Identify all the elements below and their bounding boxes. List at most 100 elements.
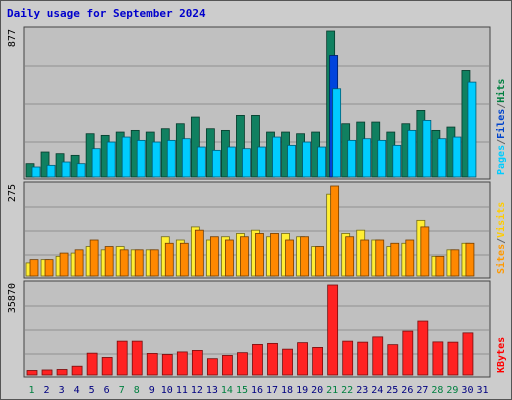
x-tick-label: 28	[431, 385, 443, 396]
y-max-label-bottom: 35870	[7, 283, 18, 313]
bar-kbytes	[402, 330, 414, 376]
bar-kbytes	[327, 284, 339, 376]
legend-separator: /	[496, 139, 507, 145]
x-tick-label: 18	[281, 385, 293, 396]
bar-pages	[452, 136, 462, 178]
bar-pages	[227, 146, 236, 178]
bar-kbytes	[432, 341, 444, 376]
panel-bottom: 35870 KBytes	[7, 280, 507, 378]
bar-kbytes	[146, 353, 158, 376]
bar-sites	[119, 249, 129, 277]
x-tick-label: 19	[296, 385, 308, 396]
bar-sites	[225, 239, 234, 277]
bar-pages	[151, 141, 161, 178]
y-max-label-top: 877	[7, 29, 18, 47]
bar-kbytes	[71, 365, 83, 376]
bar-kbytes	[101, 357, 113, 376]
bar-sites	[209, 236, 219, 277]
bar-sites	[255, 233, 264, 277]
bar-kbytes	[252, 343, 263, 376]
x-tick-label: 26	[401, 385, 413, 396]
bar-kbytes	[417, 320, 429, 376]
x-tick-label: 31	[476, 385, 488, 396]
bar-sites	[360, 239, 370, 277]
bar-sites	[285, 239, 294, 277]
bar-pages	[287, 144, 296, 178]
x-tick-label: 29	[446, 385, 458, 396]
legend-separator: /	[496, 238, 507, 244]
x-tick-label: 12	[191, 385, 203, 396]
bar-hits	[40, 151, 50, 178]
bar-pages	[61, 161, 71, 178]
bar-sites	[315, 246, 325, 277]
x-tick-label: 8	[134, 385, 140, 396]
bar-kbytes	[282, 348, 293, 376]
x-tick-label: 10	[161, 385, 173, 396]
bar-hits	[236, 115, 245, 178]
bar-pages	[332, 88, 342, 178]
x-tick-label: 22	[341, 385, 353, 396]
x-tick-label: 9	[149, 385, 155, 396]
x-tick-label: 1	[29, 385, 35, 396]
bar-kbytes	[462, 332, 474, 376]
legend-visits: Visits	[495, 202, 507, 238]
legend-hits: Hits	[495, 79, 507, 103]
x-tick-label: 3	[59, 385, 65, 396]
bar-pages	[422, 119, 432, 178]
legend-middle: Sites/Visits	[495, 202, 507, 274]
bar-pages	[91, 148, 101, 178]
bar-kbytes	[237, 352, 248, 376]
bar-pages	[257, 146, 266, 178]
x-tick-label: 5	[89, 385, 95, 396]
y-max-label-middle: 275	[7, 184, 18, 202]
bar-sites	[345, 236, 355, 277]
bar-sites	[420, 226, 430, 277]
bar-pages	[121, 136, 131, 178]
bar-kbytes	[41, 369, 53, 376]
x-tick-label: 4	[74, 385, 80, 396]
x-tick-label: 16	[251, 385, 263, 396]
bar-kbytes	[372, 336, 384, 376]
bar-pages	[106, 141, 116, 178]
x-tick-label: 30	[461, 385, 473, 396]
bar-pages	[317, 146, 327, 178]
bar-sites	[134, 249, 144, 277]
bar-sites	[465, 242, 475, 277]
x-tick-label: 25	[386, 385, 398, 396]
panel-top: 877 Pages/Files/Hits	[7, 26, 507, 180]
bar-pages	[467, 81, 477, 178]
bar-kbytes	[312, 347, 324, 376]
x-tick-label: 17	[266, 385, 278, 396]
bar-sites	[89, 239, 99, 277]
bar-sites	[149, 249, 159, 277]
x-tick-label: 7	[119, 385, 125, 396]
x-tick-label: 21	[326, 385, 338, 396]
bar-kbytes	[131, 340, 143, 376]
legend-kbytes: KBytes	[496, 337, 507, 373]
bar-kbytes	[267, 342, 278, 376]
chart-title: Daily usage for September 2024	[7, 7, 206, 20]
bar-kbytes	[342, 340, 354, 376]
bar-sites	[164, 242, 174, 277]
bar-sites	[194, 229, 204, 277]
bar-kbytes	[447, 341, 459, 376]
x-tick-label: 14	[221, 385, 233, 396]
bar-kbytes	[86, 352, 98, 376]
bar-kbytes	[191, 350, 203, 376]
bar-pages	[76, 163, 86, 178]
legend-top: Pages/Files/Hits	[495, 79, 507, 175]
bar-pages	[136, 139, 146, 178]
bar-sites	[29, 259, 39, 277]
bar-pages	[302, 141, 311, 178]
legend-separator: /	[496, 103, 507, 109]
x-tick-label: 20	[311, 385, 323, 396]
bar-sites	[330, 185, 340, 277]
x-tick-label: 2	[44, 385, 50, 396]
legend-sites: Sites	[495, 244, 507, 274]
bar-pages	[196, 146, 206, 178]
bar-pages	[437, 138, 447, 178]
x-tick-label: 24	[371, 385, 383, 396]
x-tick-label: 15	[236, 385, 248, 396]
